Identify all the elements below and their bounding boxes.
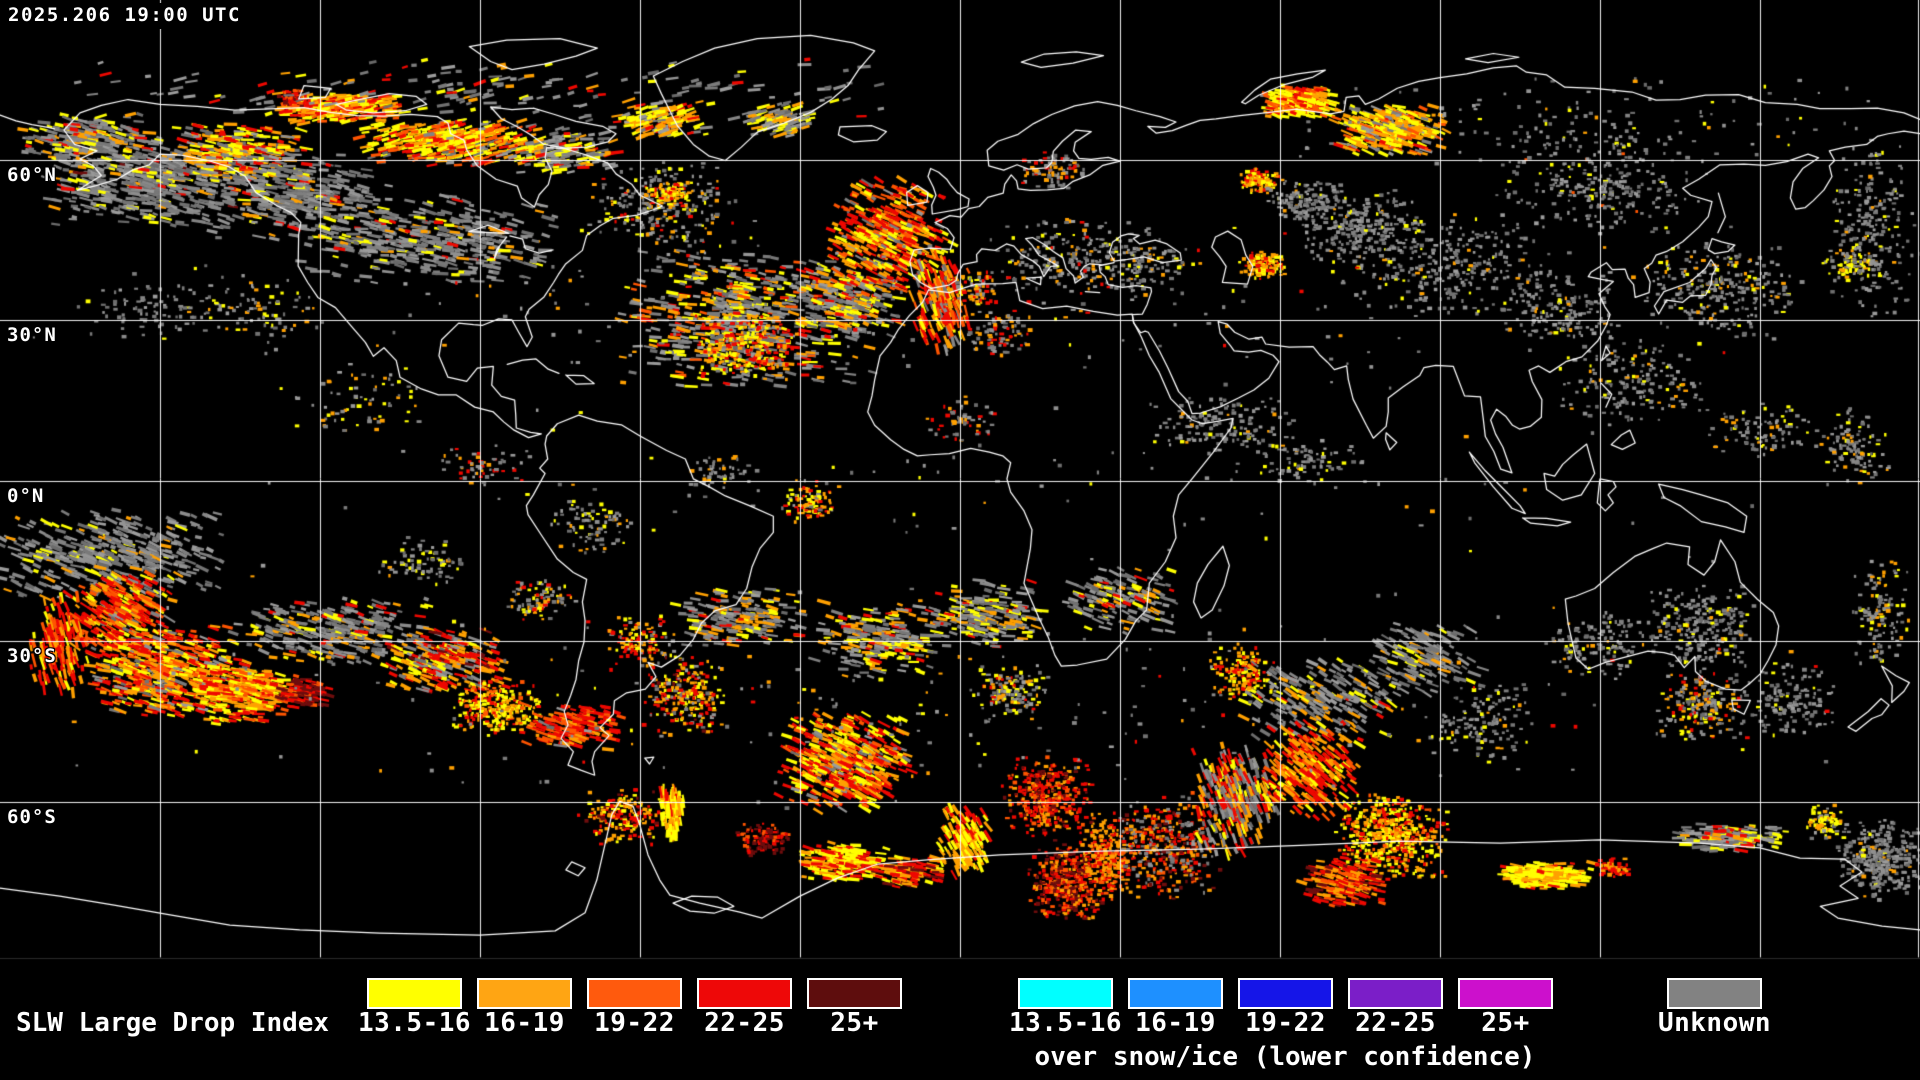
legend-range-label-snowice-1: 16-19: [1135, 1008, 1216, 1038]
legend-swatch-warm-0: [367, 978, 462, 1009]
legend-range-label-snowice-0: 13.5-16: [1008, 1008, 1123, 1038]
legend-swatch-snowice-4: [1458, 978, 1553, 1009]
legend-swatch-warm-1: [477, 978, 572, 1009]
legend-swatch-snowice-3: [1348, 978, 1443, 1009]
legend-range-label-warm-0: 13.5-16: [357, 1008, 472, 1038]
lat-label-4: 60°S: [7, 806, 57, 828]
world-map-canvas: [0, 0, 1920, 963]
legend-range-label-snowice-3: 22-25: [1355, 1008, 1436, 1038]
legend-swatch-unknown: [1667, 978, 1762, 1009]
legend-title: SLW Large Drop Index: [16, 1008, 330, 1038]
legend-range-label-warm-4: 25+: [830, 1008, 879, 1038]
legend-range-label-snowice-2: 19-22: [1245, 1008, 1326, 1038]
legend-unknown-label: Unknown: [1657, 1008, 1772, 1038]
legend-range-label-warm-2: 19-22: [594, 1008, 675, 1038]
lat-label-3: 30°S: [7, 645, 57, 667]
legend-swatch-snowice-0: [1018, 978, 1113, 1009]
timestamp: 2025.206 19:00 UTC: [4, 3, 249, 29]
legend-swatch-snowice-2: [1238, 978, 1333, 1009]
legend-subtitle: over snow/ice (lower confidence): [1034, 1042, 1536, 1072]
legend-swatch-warm-4: [807, 978, 902, 1009]
legend-range-label-snowice-4: 25+: [1481, 1008, 1530, 1038]
legend-range-label-warm-1: 16-19: [484, 1008, 565, 1038]
lat-label-2: 0°N: [7, 485, 45, 507]
legend-range-label-warm-3: 22-25: [704, 1008, 785, 1038]
legend-swatch-warm-2: [587, 978, 682, 1009]
lat-label-1: 30°N: [7, 324, 57, 346]
legend-swatch-warm-3: [697, 978, 792, 1009]
lat-label-0: 60°N: [7, 164, 57, 186]
legend-swatch-snowice-1: [1128, 978, 1223, 1009]
